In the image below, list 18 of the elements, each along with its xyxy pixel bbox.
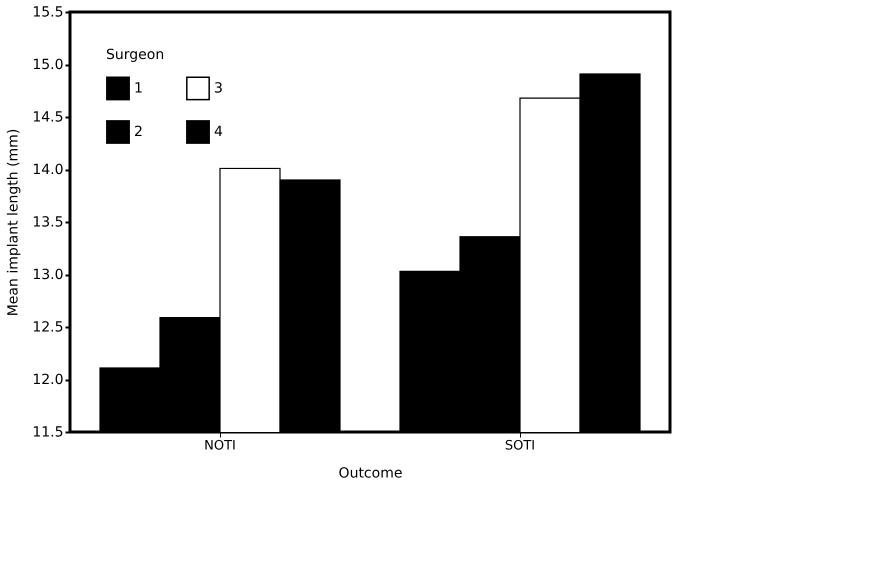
- legend-label: 3: [214, 80, 223, 96]
- x-tick-label: SOTI: [504, 438, 536, 454]
- y-axis-title: Mean implant length (mm): [5, 128, 22, 316]
- y-tick-label: 15.0: [32, 57, 64, 73]
- y-tick-label: 11.5: [32, 424, 64, 440]
- y-tick-label: 15.5: [32, 4, 64, 20]
- y-tick-label: 14.0: [32, 162, 64, 178]
- x-axis-title: Outcome: [338, 466, 402, 482]
- y-tick-label: 12.0: [32, 372, 64, 388]
- legend-label: 4: [214, 124, 223, 140]
- y-tick-label: 14.5: [32, 110, 64, 126]
- y-tick-label: 12.5: [32, 320, 64, 336]
- legend-label: 2: [134, 124, 143, 140]
- x-tick-label: NOTI: [204, 438, 236, 454]
- legend-title: Surgeon: [106, 47, 164, 63]
- legend-label: 1: [134, 80, 143, 96]
- y-tick-label: 13.5: [32, 214, 64, 230]
- y-tick-label: 13.0: [32, 267, 64, 283]
